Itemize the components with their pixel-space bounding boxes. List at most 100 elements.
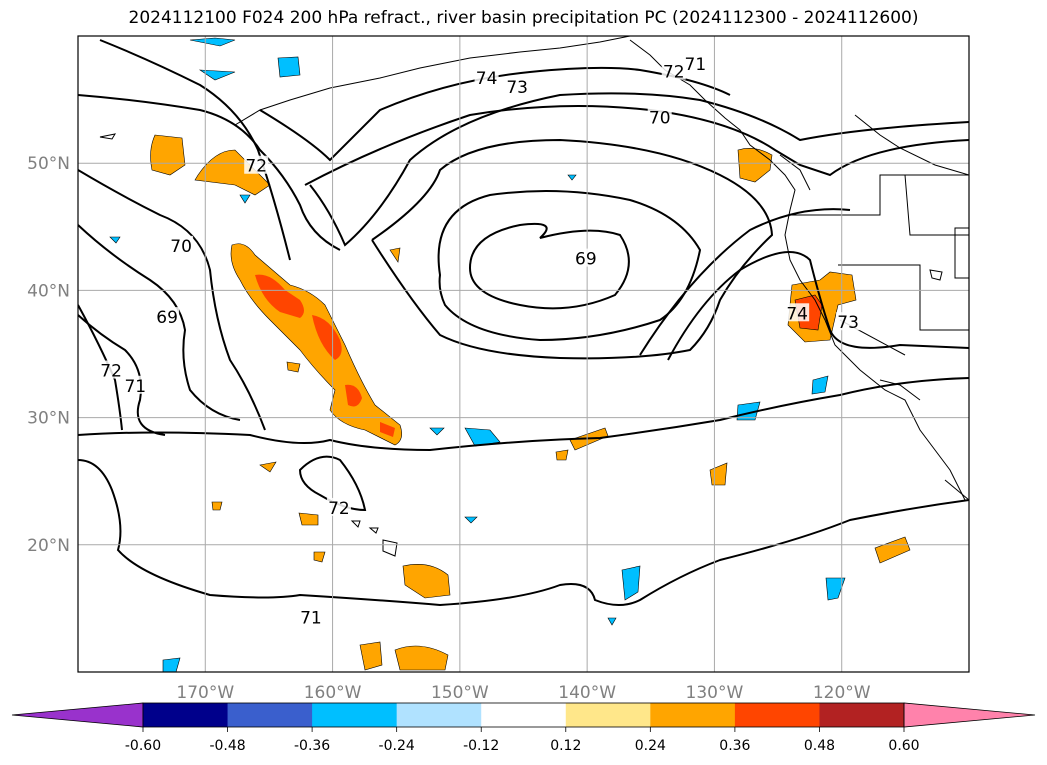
contour-line (667, 251, 969, 361)
contour-line (78, 224, 241, 421)
contour-label-bg (169, 235, 194, 254)
precip-area (464, 516, 478, 524)
contour-line (78, 377, 969, 452)
colorbar-tick-label: 0.36 (719, 738, 750, 754)
lat-tick-label: 40°N (27, 281, 70, 301)
colorbar-extend-low (11, 702, 144, 728)
contour-line (99, 39, 291, 261)
contour-label: 71 (685, 55, 707, 75)
precip-area (239, 194, 251, 204)
contour-label: 70 (170, 237, 192, 257)
lon-tick-label: 160°W (304, 683, 362, 703)
precip-area (162, 657, 181, 672)
border (944, 479, 969, 501)
contour-label-bg (661, 61, 686, 80)
colorbar-tick-label: -0.24 (379, 738, 415, 754)
lon-tick-label: 130°W (686, 683, 744, 703)
precip-area (286, 361, 301, 373)
contour-line (78, 169, 266, 431)
precip-area (189, 37, 236, 47)
precip-area (198, 69, 236, 81)
lat-tick-label: 30°N (27, 409, 70, 429)
lon-tick-label: 150°W (431, 683, 489, 703)
coastline (779, 154, 811, 191)
colorbar-tick-label: 0.48 (804, 738, 835, 754)
contour-label: 73 (506, 78, 528, 98)
colorbar-segment (396, 703, 482, 727)
border (954, 227, 969, 279)
contour-label-bg (573, 248, 598, 267)
coastline (234, 36, 631, 126)
lat-lon-grid (78, 36, 969, 672)
island (368, 527, 379, 534)
lon-tick-label: 140°W (558, 683, 616, 703)
lat-tick-label: 50°N (27, 154, 70, 174)
contour-label-bg (683, 53, 708, 72)
contour-line (371, 138, 774, 360)
precip-area (737, 148, 773, 183)
border (904, 174, 969, 236)
colorbar-tick-label: 0.60 (888, 738, 919, 754)
contour-label: 72 (663, 63, 685, 83)
colorbar-tick-label: 0.24 (635, 738, 666, 754)
precip-area (621, 565, 641, 601)
precip-area (345, 384, 362, 407)
contour-line (468, 222, 630, 310)
contour-line (639, 208, 851, 356)
colorbar-segment (734, 703, 820, 727)
contour-label: 71 (300, 608, 322, 628)
border (790, 174, 969, 216)
colorbar-segment (312, 703, 398, 727)
precip-area (394, 645, 449, 671)
precip-area (109, 236, 121, 244)
contour-line (78, 314, 166, 436)
contour-label: 70 (649, 108, 671, 128)
map-frame (77, 35, 970, 673)
contour-label-bg (99, 360, 124, 379)
island (99, 133, 117, 140)
island (929, 269, 943, 281)
contour-label-bg (244, 155, 269, 174)
precip-area (312, 315, 342, 360)
precip-area (402, 564, 451, 599)
colorbar-segment (650, 703, 736, 727)
lon-tick-label: 120°W (813, 683, 871, 703)
colorbar-segment (143, 703, 229, 727)
contour-label-bg (836, 312, 861, 331)
precip-area (874, 536, 911, 564)
precip-area (313, 551, 326, 563)
precip-area (429, 427, 445, 436)
precip-area (389, 247, 401, 263)
precip-area (464, 427, 501, 447)
border (838, 264, 969, 331)
colorbar-frame (142, 702, 905, 728)
contour-label: 72 (328, 499, 350, 519)
lon-tick-label: 170°W (176, 683, 234, 703)
precip-area (255, 274, 304, 318)
precip-area (567, 174, 577, 181)
contour-label-bg (298, 607, 323, 626)
contour-label: 69 (156, 308, 178, 328)
contour-label: 73 (837, 313, 859, 333)
contour-label: 71 (124, 377, 146, 397)
contour-line (78, 304, 123, 431)
precip-area (607, 617, 617, 626)
contour-line (437, 190, 702, 342)
island (350, 520, 361, 528)
map-title: 2024112100 F024 200 hPa refract., river … (128, 8, 919, 28)
island (382, 539, 398, 557)
precip-area (825, 577, 846, 601)
axis-ticks: 170°W 160°W 150°W 140°W 130°W 120°W 50°N 40°N 30… (27, 154, 871, 703)
contour-line (304, 105, 969, 186)
contour-label: 72 (245, 157, 267, 177)
coastline (629, 39, 966, 501)
contour-label-bg (474, 67, 499, 86)
colorbar-tick-label: -0.12 (463, 738, 499, 754)
colorbar-tick-label: -0.60 (125, 738, 161, 754)
contour-line (309, 92, 969, 247)
colorbar-segment (565, 703, 651, 727)
contour-label-bg (647, 107, 672, 126)
border (879, 379, 921, 401)
